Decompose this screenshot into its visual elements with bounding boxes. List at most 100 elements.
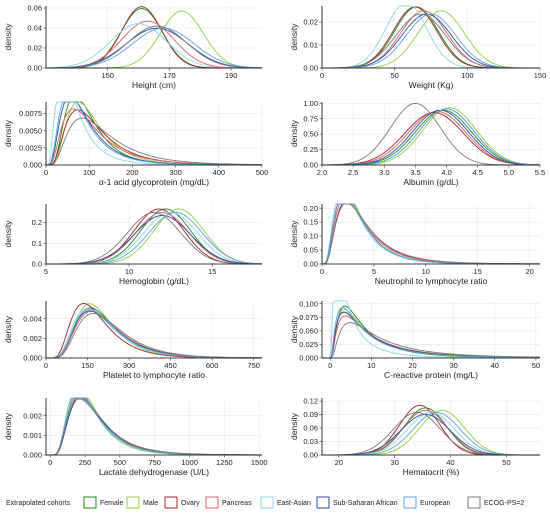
density-curve-sub-saharan-african xyxy=(321,203,541,265)
y-axis-title: density xyxy=(289,119,299,147)
y-tick-label: 0.050 xyxy=(299,326,318,335)
x-axis-title: α-1 acid glycoprotein (mg/dL) xyxy=(99,177,209,187)
x-tick-label: 40 xyxy=(491,361,499,370)
x-tick-label: 0 xyxy=(328,361,332,370)
y-axis-title: density xyxy=(3,220,13,248)
x-tick-label: 500 xyxy=(256,168,269,177)
density-curve-female xyxy=(322,305,540,359)
legend-swatch xyxy=(126,496,140,509)
density-panel-2: 0 50 100 150 0.00 0.01 0.02 Weight (Kg) density xyxy=(289,5,547,90)
y-axis-title: density xyxy=(3,23,13,51)
x-tick-label: 5 xyxy=(372,267,376,276)
y-axis-title: density xyxy=(289,220,299,248)
x-tick-label: 20 xyxy=(408,361,416,370)
density-curve-european xyxy=(321,203,541,265)
y-tick-label: 0.06 xyxy=(27,4,42,13)
legend-swatch xyxy=(83,496,97,509)
legend: Extrapolated cohorts Female Male Ovary Pancr… xyxy=(6,496,524,509)
y-axis-title: density xyxy=(289,23,299,51)
y-tick-label: 0.025 xyxy=(299,340,318,349)
x-tick-label: 30 xyxy=(449,361,457,370)
x-tick-label: 200 xyxy=(126,168,139,177)
density-curve-male xyxy=(322,409,540,456)
y-tick-label: 0.2 xyxy=(32,218,42,227)
x-tick-label: 150 xyxy=(81,361,94,370)
x-tick-label: 0 xyxy=(44,361,48,370)
x-tick-label: 50 xyxy=(502,458,510,467)
density-curve-sub-saharan-african xyxy=(46,215,263,265)
x-tick-label: 150 xyxy=(534,71,547,80)
x-tick-label: 10 xyxy=(125,267,133,276)
x-tick-label: 300 xyxy=(169,168,182,177)
legend-item-european: European xyxy=(403,496,450,509)
x-tick-label: 450 xyxy=(164,361,177,370)
density-curve-pancreas xyxy=(46,397,263,456)
density-curve-european xyxy=(322,307,541,359)
density-curve-european xyxy=(322,13,540,69)
y-axis-title: density xyxy=(289,315,299,343)
legend-label: European xyxy=(420,500,450,507)
density-curve-pancreas xyxy=(321,203,541,265)
y-tick-label: 0.12 xyxy=(303,397,318,406)
y-tick-label: 0.00 xyxy=(303,451,318,460)
legend-label: East-Asian xyxy=(277,500,311,507)
x-tick-label: 400 xyxy=(213,168,226,177)
density-curve-east-asian xyxy=(45,101,262,166)
y-tick-label: 0.00 xyxy=(303,64,318,73)
y-tick-label: 0.0 xyxy=(32,260,42,269)
y-tick-label: 0.075 xyxy=(299,313,318,322)
density-curve-female xyxy=(46,397,262,456)
y-tick-label: 0.01 xyxy=(303,41,318,50)
legend-swatch xyxy=(403,496,417,509)
density-curve-east-asian xyxy=(322,300,540,359)
density-panel-3: 0 100 200 300 400 500 0.000 0.0025 0.0050 0.0075 α… xyxy=(3,101,269,187)
y-tick-label: 0.00 xyxy=(27,64,42,73)
legend-label: ECOG-PS=2 xyxy=(484,500,524,507)
x-tick-label: 600 xyxy=(206,361,219,370)
x-tick-label: 1250 xyxy=(216,458,233,467)
y-tick-label: 0.000 xyxy=(23,354,42,363)
y-tick-label: 0.02 xyxy=(27,44,42,53)
x-tick-label: 5 xyxy=(44,267,48,276)
density-curve-european xyxy=(46,397,263,456)
density-curve-male xyxy=(322,308,541,359)
x-tick-label: 10 xyxy=(367,361,375,370)
legend-swatch xyxy=(205,496,219,509)
x-tick-label: 750 xyxy=(148,458,161,467)
y-axis-title: density xyxy=(289,412,299,440)
legend-label: Ovary xyxy=(181,500,200,507)
x-axis-title: Albumin (g/dL) xyxy=(403,177,458,187)
y-tick-label: 0.50 xyxy=(303,130,318,139)
density-curve-sub-saharan-african xyxy=(322,311,541,359)
y-tick-label: 0.002 xyxy=(23,334,42,343)
y-tick-label: 0.02 xyxy=(303,18,318,27)
y-tick-label: 0.000 xyxy=(23,451,42,460)
x-axis-title: Lactate dehydrogenase (U/L) xyxy=(99,467,209,477)
density-curve-ecog-ps-2 xyxy=(46,117,263,166)
x-tick-label: 190 xyxy=(225,71,238,80)
density-panel-1: 150 170 190 0.00 0.02 0.04 0.06 Height (cm) dens… xyxy=(3,4,263,90)
density-curve-pancreas xyxy=(46,211,263,265)
y-tick-label: 0.002 xyxy=(23,411,42,420)
legend-item-east-asian: East-Asian xyxy=(260,496,311,509)
y-tick-label: 0.0050 xyxy=(19,126,42,135)
density-curve-female xyxy=(322,203,540,265)
legend-label: Female xyxy=(100,500,123,507)
y-tick-label: 0.004 xyxy=(23,314,42,323)
density-curve-ecog-ps-2 xyxy=(45,211,263,265)
x-tick-label: 3.0 xyxy=(379,168,389,177)
legend-label: Pancreas xyxy=(222,500,252,507)
y-tick-label: 0.15 xyxy=(303,218,318,227)
legend-item-female: Female xyxy=(83,496,123,509)
x-tick-label: 50 xyxy=(532,361,540,370)
density-panel-10: 20 30 40 50 0.00 0.03 0.06 0.09 0.12 Hematocrit (… xyxy=(289,397,540,477)
x-tick-label: 3.5 xyxy=(410,168,420,177)
x-tick-label: 250 xyxy=(79,458,92,467)
density-curve-male xyxy=(46,397,262,456)
density-curve-ecog-ps-2 xyxy=(322,322,541,359)
legend-item-ecog-ps-2: ECOG-PS=2 xyxy=(467,496,524,509)
y-tick-label: 0.0075 xyxy=(19,109,42,118)
density-curve-male xyxy=(322,107,541,166)
y-tick-label: 0.04 xyxy=(27,24,42,33)
